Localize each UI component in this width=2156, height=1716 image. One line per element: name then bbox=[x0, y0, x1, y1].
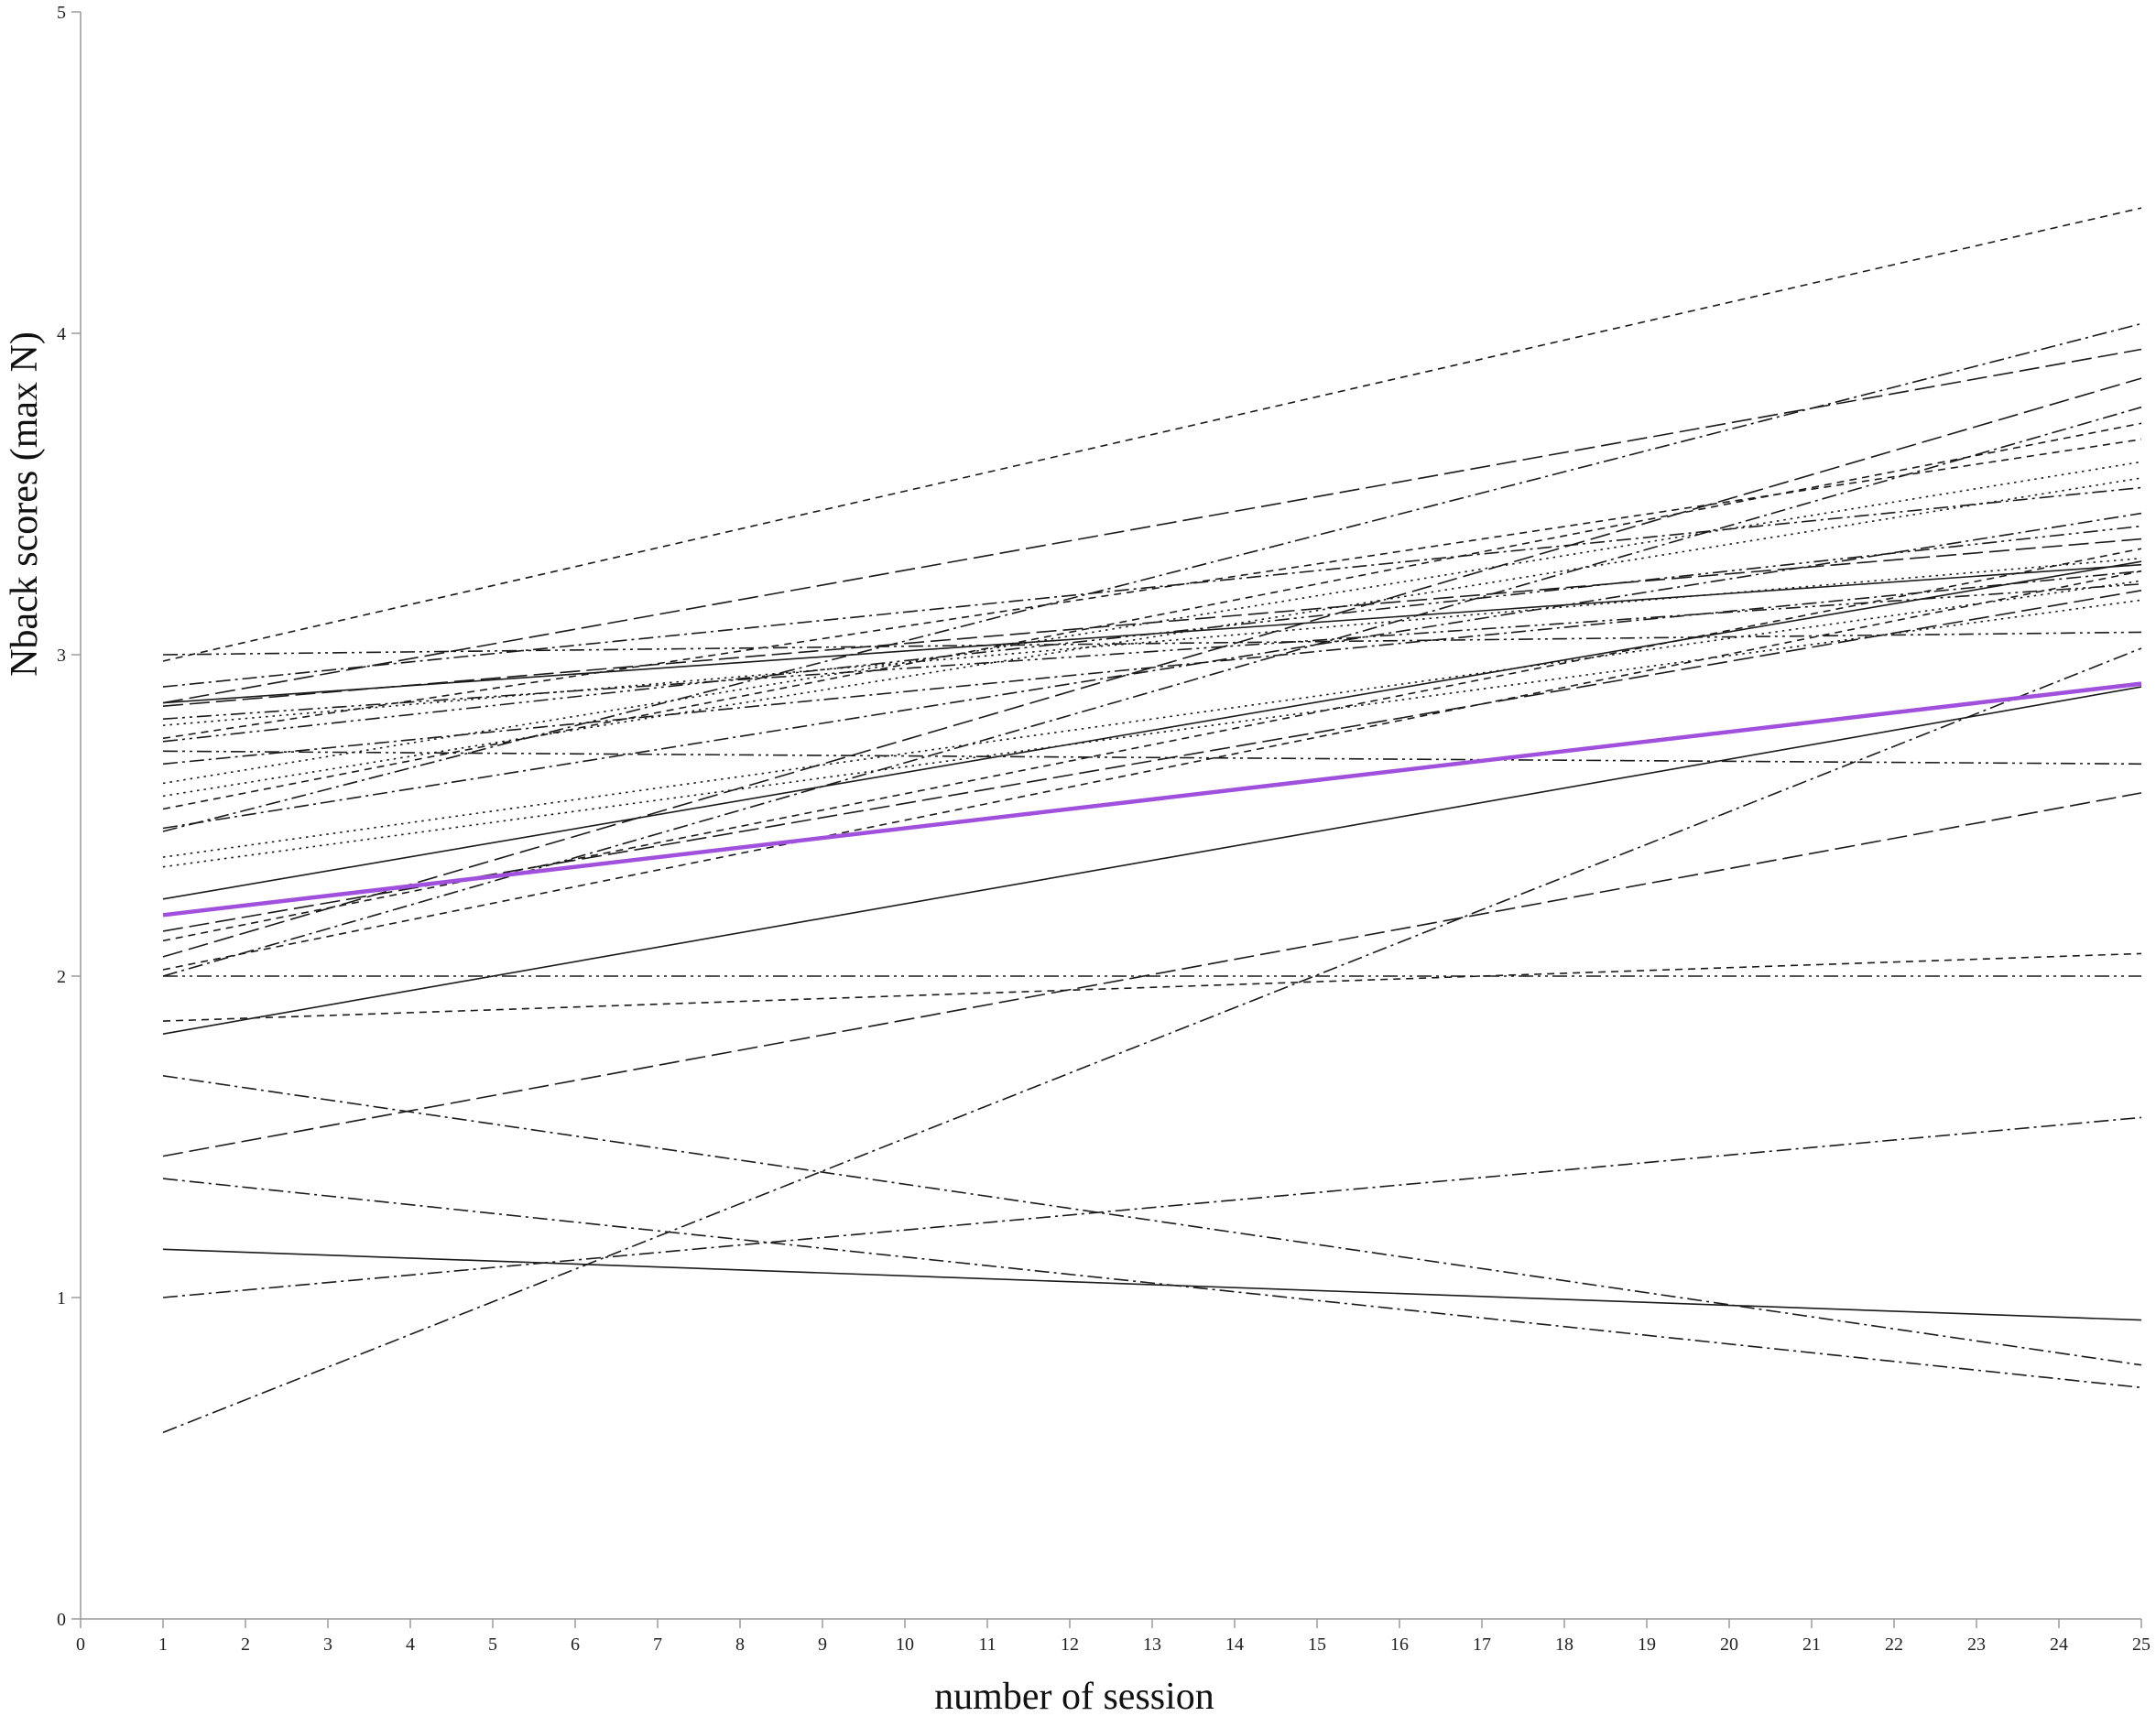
axes bbox=[80, 12, 2141, 1620]
x-tick-label: 11 bbox=[978, 1635, 996, 1655]
series-line bbox=[162, 570, 2142, 971]
series-line bbox=[162, 477, 2142, 798]
x-tick-label: 23 bbox=[1967, 1635, 1986, 1655]
x-tick-label: 24 bbox=[2050, 1635, 2068, 1655]
y-tick-label: 1 bbox=[57, 1288, 66, 1309]
y-tick-label: 3 bbox=[57, 646, 66, 666]
series-line bbox=[162, 631, 2142, 656]
series-line bbox=[162, 599, 2142, 868]
x-tick-label: 10 bbox=[896, 1635, 914, 1655]
series-line bbox=[162, 583, 2142, 720]
highlight-line bbox=[162, 681, 2142, 918]
series-line bbox=[162, 952, 2142, 1022]
series-line bbox=[162, 1075, 2142, 1366]
series-line bbox=[162, 207, 2142, 662]
series-line bbox=[162, 538, 2142, 707]
series-line bbox=[162, 580, 2142, 858]
series-line bbox=[162, 557, 2142, 726]
series-line bbox=[162, 406, 2142, 977]
x-axis-title: number of session bbox=[934, 1676, 1214, 1716]
x-tick-label: 14 bbox=[1225, 1635, 1244, 1655]
x-ticks: 0 1 2 3 4 5 6 7 8 9 10 11 12 13 14 15 16 17 18 19 20 21 22 23 24… bbox=[76, 1619, 2151, 1655]
y-tick-label: 5 bbox=[57, 3, 66, 23]
x-tick-label: 8 bbox=[735, 1635, 745, 1655]
y-ticks: 0 1 2 3 4 5 bbox=[57, 3, 81, 1630]
series-line bbox=[162, 590, 2142, 932]
series-line bbox=[162, 686, 2142, 1035]
series-line bbox=[162, 422, 2142, 810]
series-line bbox=[162, 377, 2142, 958]
x-tick-label: 12 bbox=[1061, 1635, 1079, 1655]
series-line bbox=[162, 512, 2142, 830]
x-tick-label: 18 bbox=[1555, 1635, 1573, 1655]
series-line bbox=[162, 461, 2142, 785]
series-line bbox=[162, 1116, 2142, 1298]
series-line bbox=[162, 322, 2142, 832]
x-tick-label: 0 bbox=[76, 1635, 85, 1655]
series-line bbox=[162, 560, 2142, 900]
x-tick-label: 6 bbox=[571, 1635, 580, 1655]
x-tick-label: 16 bbox=[1390, 1635, 1409, 1655]
series-line bbox=[162, 486, 2142, 688]
series-line bbox=[162, 792, 2142, 1157]
x-tick-label: 1 bbox=[158, 1635, 168, 1655]
x-tick-label: 9 bbox=[818, 1635, 827, 1655]
series-line bbox=[162, 750, 2142, 766]
x-tick-label: 3 bbox=[323, 1635, 332, 1655]
x-tick-label: 20 bbox=[1720, 1635, 1738, 1655]
series-line bbox=[162, 1178, 2142, 1389]
x-tick-label: 22 bbox=[1885, 1635, 1903, 1655]
x-tick-label: 25 bbox=[2132, 1635, 2151, 1655]
x-tick-label: 5 bbox=[488, 1635, 497, 1655]
series-line bbox=[162, 1248, 2142, 1321]
series-line bbox=[162, 647, 2142, 1434]
x-tick-label: 13 bbox=[1143, 1635, 1161, 1655]
x-tick-label: 19 bbox=[1638, 1635, 1656, 1655]
x-tick-label: 4 bbox=[406, 1635, 415, 1655]
x-tick-label: 17 bbox=[1473, 1635, 1491, 1655]
y-tick-label: 0 bbox=[57, 1610, 66, 1630]
y-tick-label: 4 bbox=[57, 324, 66, 344]
series-line bbox=[162, 348, 2142, 704]
x-tick-label: 2 bbox=[241, 1635, 250, 1655]
highlight-line-layer bbox=[162, 681, 2142, 918]
x-tick-label: 7 bbox=[653, 1635, 662, 1655]
series-line bbox=[162, 439, 2142, 740]
series-line bbox=[162, 570, 2142, 766]
x-tick-label: 15 bbox=[1308, 1635, 1326, 1655]
y-axis-title: Nback scores (max N) bbox=[4, 331, 46, 677]
series-lines bbox=[162, 207, 2142, 1434]
series-line bbox=[162, 563, 2142, 704]
y-tick-label: 2 bbox=[57, 967, 66, 987]
x-tick-label: 21 bbox=[1802, 1635, 1821, 1655]
